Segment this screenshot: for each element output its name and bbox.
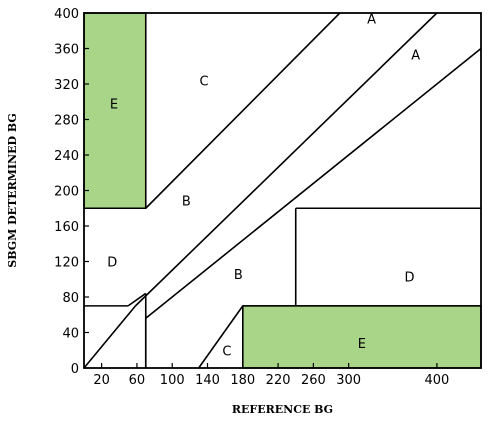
x-axis-ticks: 20 60 100 140 180 220 260 300 400 [93, 363, 449, 388]
boundary-line-5 [127, 292, 147, 307]
x-tick-label: 100 [160, 373, 185, 388]
zone-label-a: A [367, 12, 376, 27]
x-tick-label: 220 [266, 373, 291, 388]
zone-label-b: B [234, 268, 243, 283]
y-tick-label: 160 [54, 220, 79, 235]
zone-label-e: E [110, 98, 118, 113]
boundary-line-11 [198, 305, 244, 369]
y-tick-label: 280 [54, 114, 79, 129]
y-axis-title: SBGM DETERMINED BG [6, 113, 19, 268]
shaded-region-e-1 [83, 12, 147, 209]
zone-label-a: A [411, 49, 420, 64]
y-tick-label: 120 [54, 256, 79, 271]
x-tick-label: 140 [195, 373, 220, 388]
zone-label-d: D [107, 256, 117, 271]
y-tick-label: 400 [54, 7, 79, 22]
x-tick-label: 260 [301, 373, 326, 388]
x-tick-label: 20 [93, 373, 110, 388]
x-tick-label: 60 [129, 373, 146, 388]
y-axis-ticks: 0 40 80 120 160 200 240 280 320 360 400 [54, 7, 89, 377]
zone-boundaries [83, 12, 482, 369]
boundary-line-8 [134, 12, 438, 307]
y-tick-label: 360 [54, 43, 79, 58]
y-tick-label: 320 [54, 78, 79, 93]
y-tick-label: 200 [54, 185, 79, 200]
zone-label-e: E [358, 337, 366, 352]
x-axis-title: REFERENCE BG [232, 403, 333, 416]
shaded-regions [83, 12, 482, 369]
y-tick-label: 0 [71, 362, 79, 377]
zone-labels: E C A A B D B D C E [107, 12, 420, 359]
y-tick-label: 80 [62, 291, 79, 306]
boundary-line-7 [83, 305, 137, 369]
zone-label-d: D [405, 271, 415, 286]
zone-label-b: B [182, 194, 191, 209]
x-tick-label: 300 [336, 373, 361, 388]
zone-label-c: C [199, 74, 208, 89]
boundary-line-9 [145, 47, 482, 319]
y-tick-label: 240 [54, 149, 79, 164]
shaded-region-e-2 [242, 305, 482, 369]
x-tick-label: 400 [424, 373, 449, 388]
y-tick-label: 40 [62, 327, 79, 342]
x-tick-label: 180 [230, 373, 255, 388]
boundary-line-3 [145, 12, 341, 209]
zone-label-c: C [222, 344, 231, 359]
